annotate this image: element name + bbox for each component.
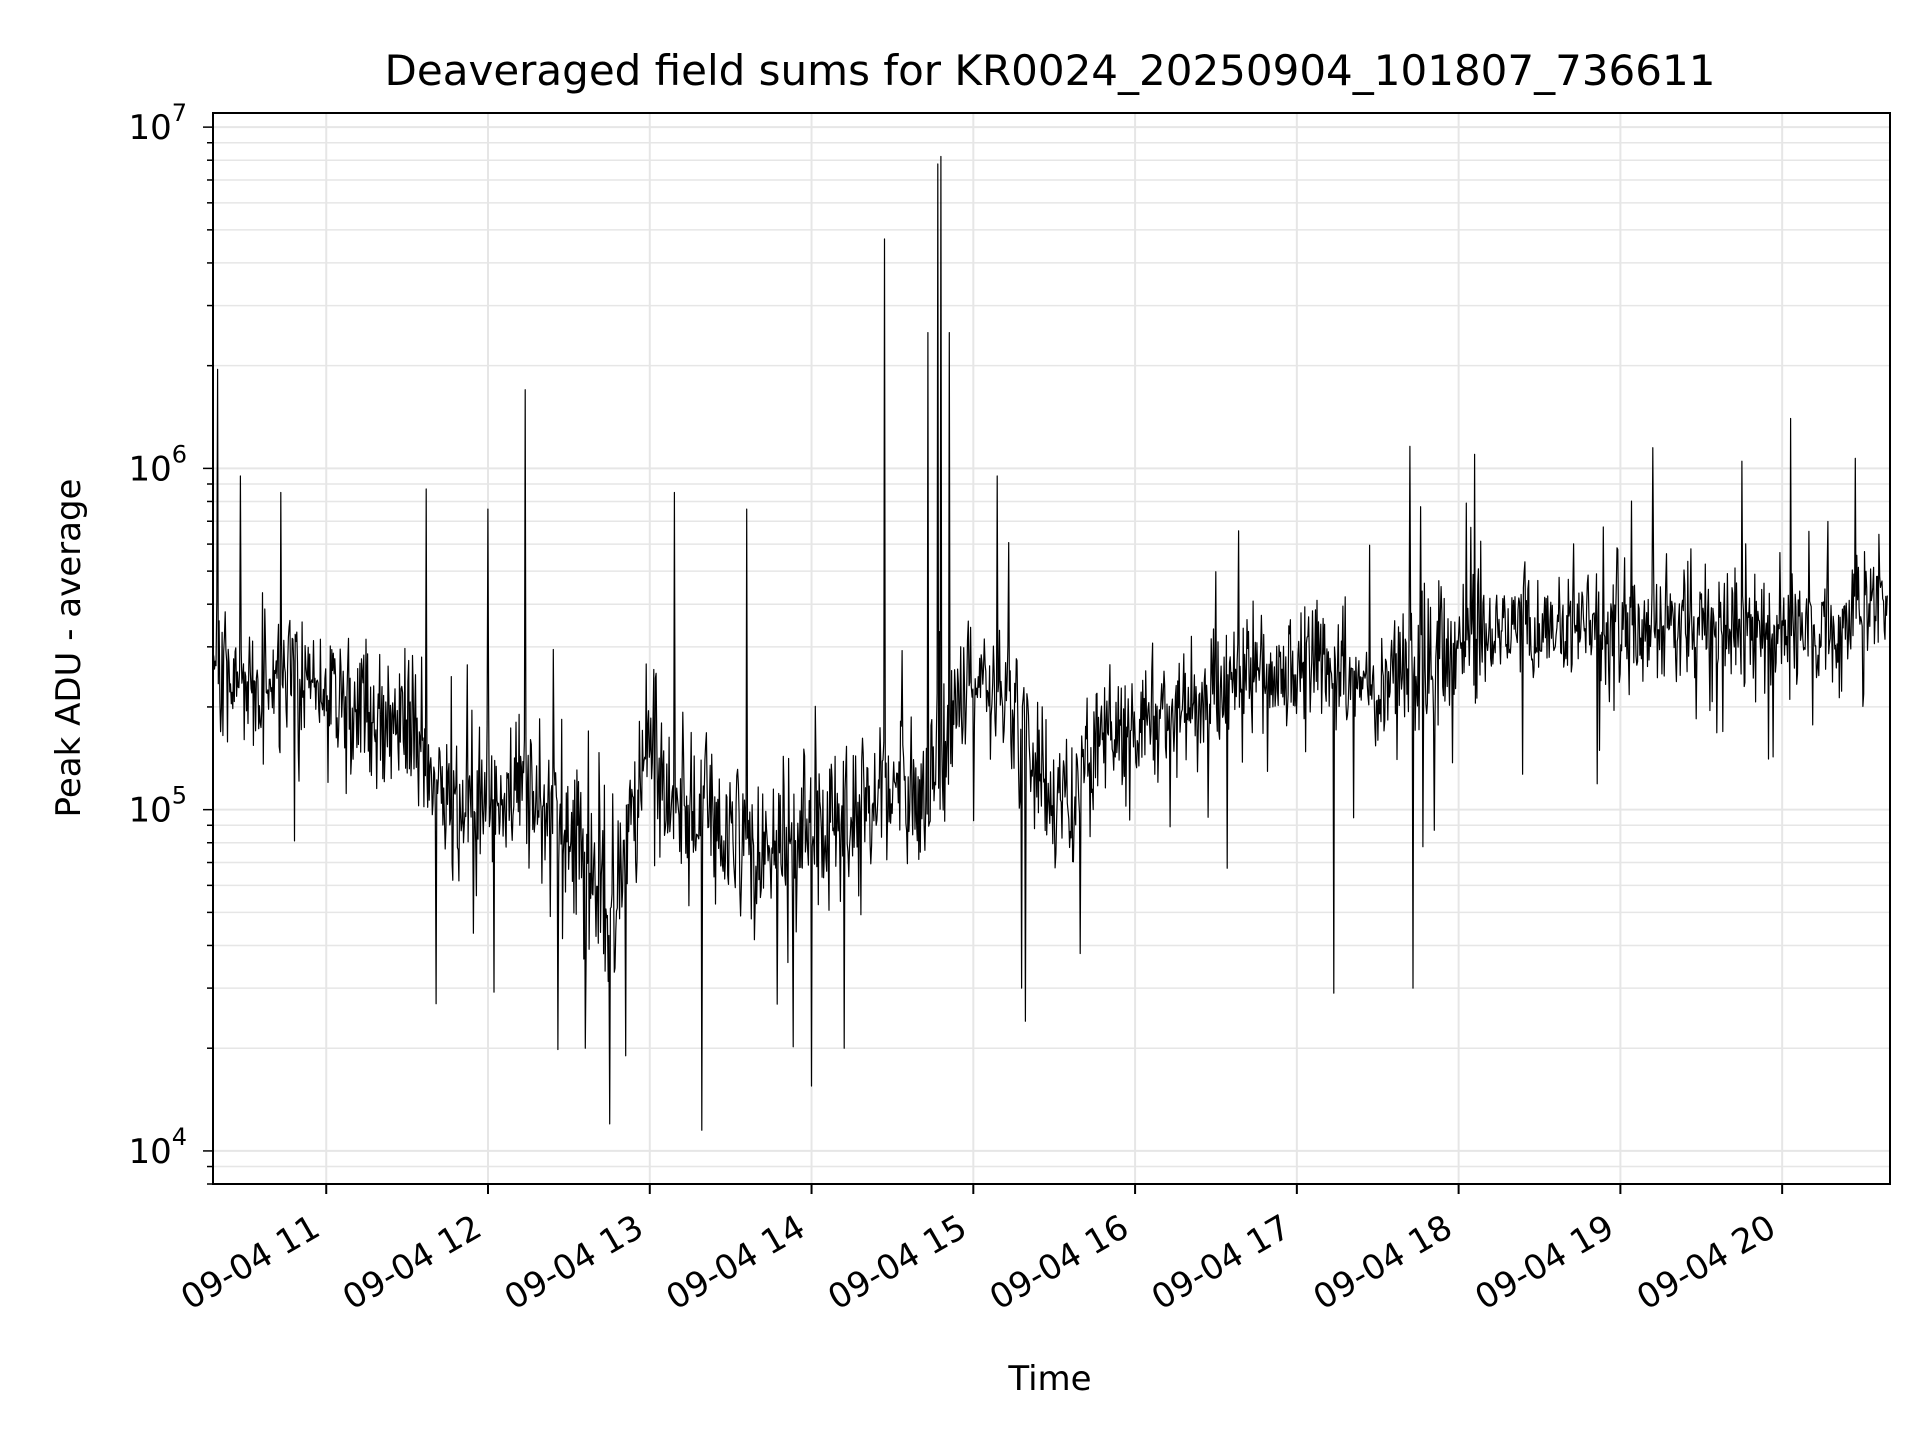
y-tick-base: 10 bbox=[128, 449, 171, 489]
x-axis-label: Time bbox=[1007, 1359, 1091, 1399]
y-tick-base: 10 bbox=[128, 1132, 171, 1172]
y-tick-base: 10 bbox=[128, 791, 171, 831]
y-tick-label: 104 bbox=[128, 1123, 187, 1172]
series-layer bbox=[212, 155, 1888, 1131]
plot-frame bbox=[212, 112, 1891, 1185]
y-axis-label: Peak ADU - average bbox=[49, 479, 89, 818]
y-tick-exponent: 6 bbox=[172, 440, 187, 468]
y-tick-exponent: 5 bbox=[172, 782, 187, 810]
y-tick-base: 10 bbox=[128, 108, 171, 148]
y-tick-exponent: 7 bbox=[172, 99, 187, 127]
y-tick-exponent: 4 bbox=[172, 1123, 187, 1151]
chart-title: Deaveraged field sums for KR0024_2025090… bbox=[385, 46, 1716, 95]
y-tick-label: 105 bbox=[128, 782, 187, 831]
grid bbox=[213, 113, 1890, 1185]
y-tick-label: 106 bbox=[128, 440, 187, 489]
y-tick-label: 107 bbox=[128, 99, 187, 148]
series-line bbox=[212, 155, 1888, 1131]
